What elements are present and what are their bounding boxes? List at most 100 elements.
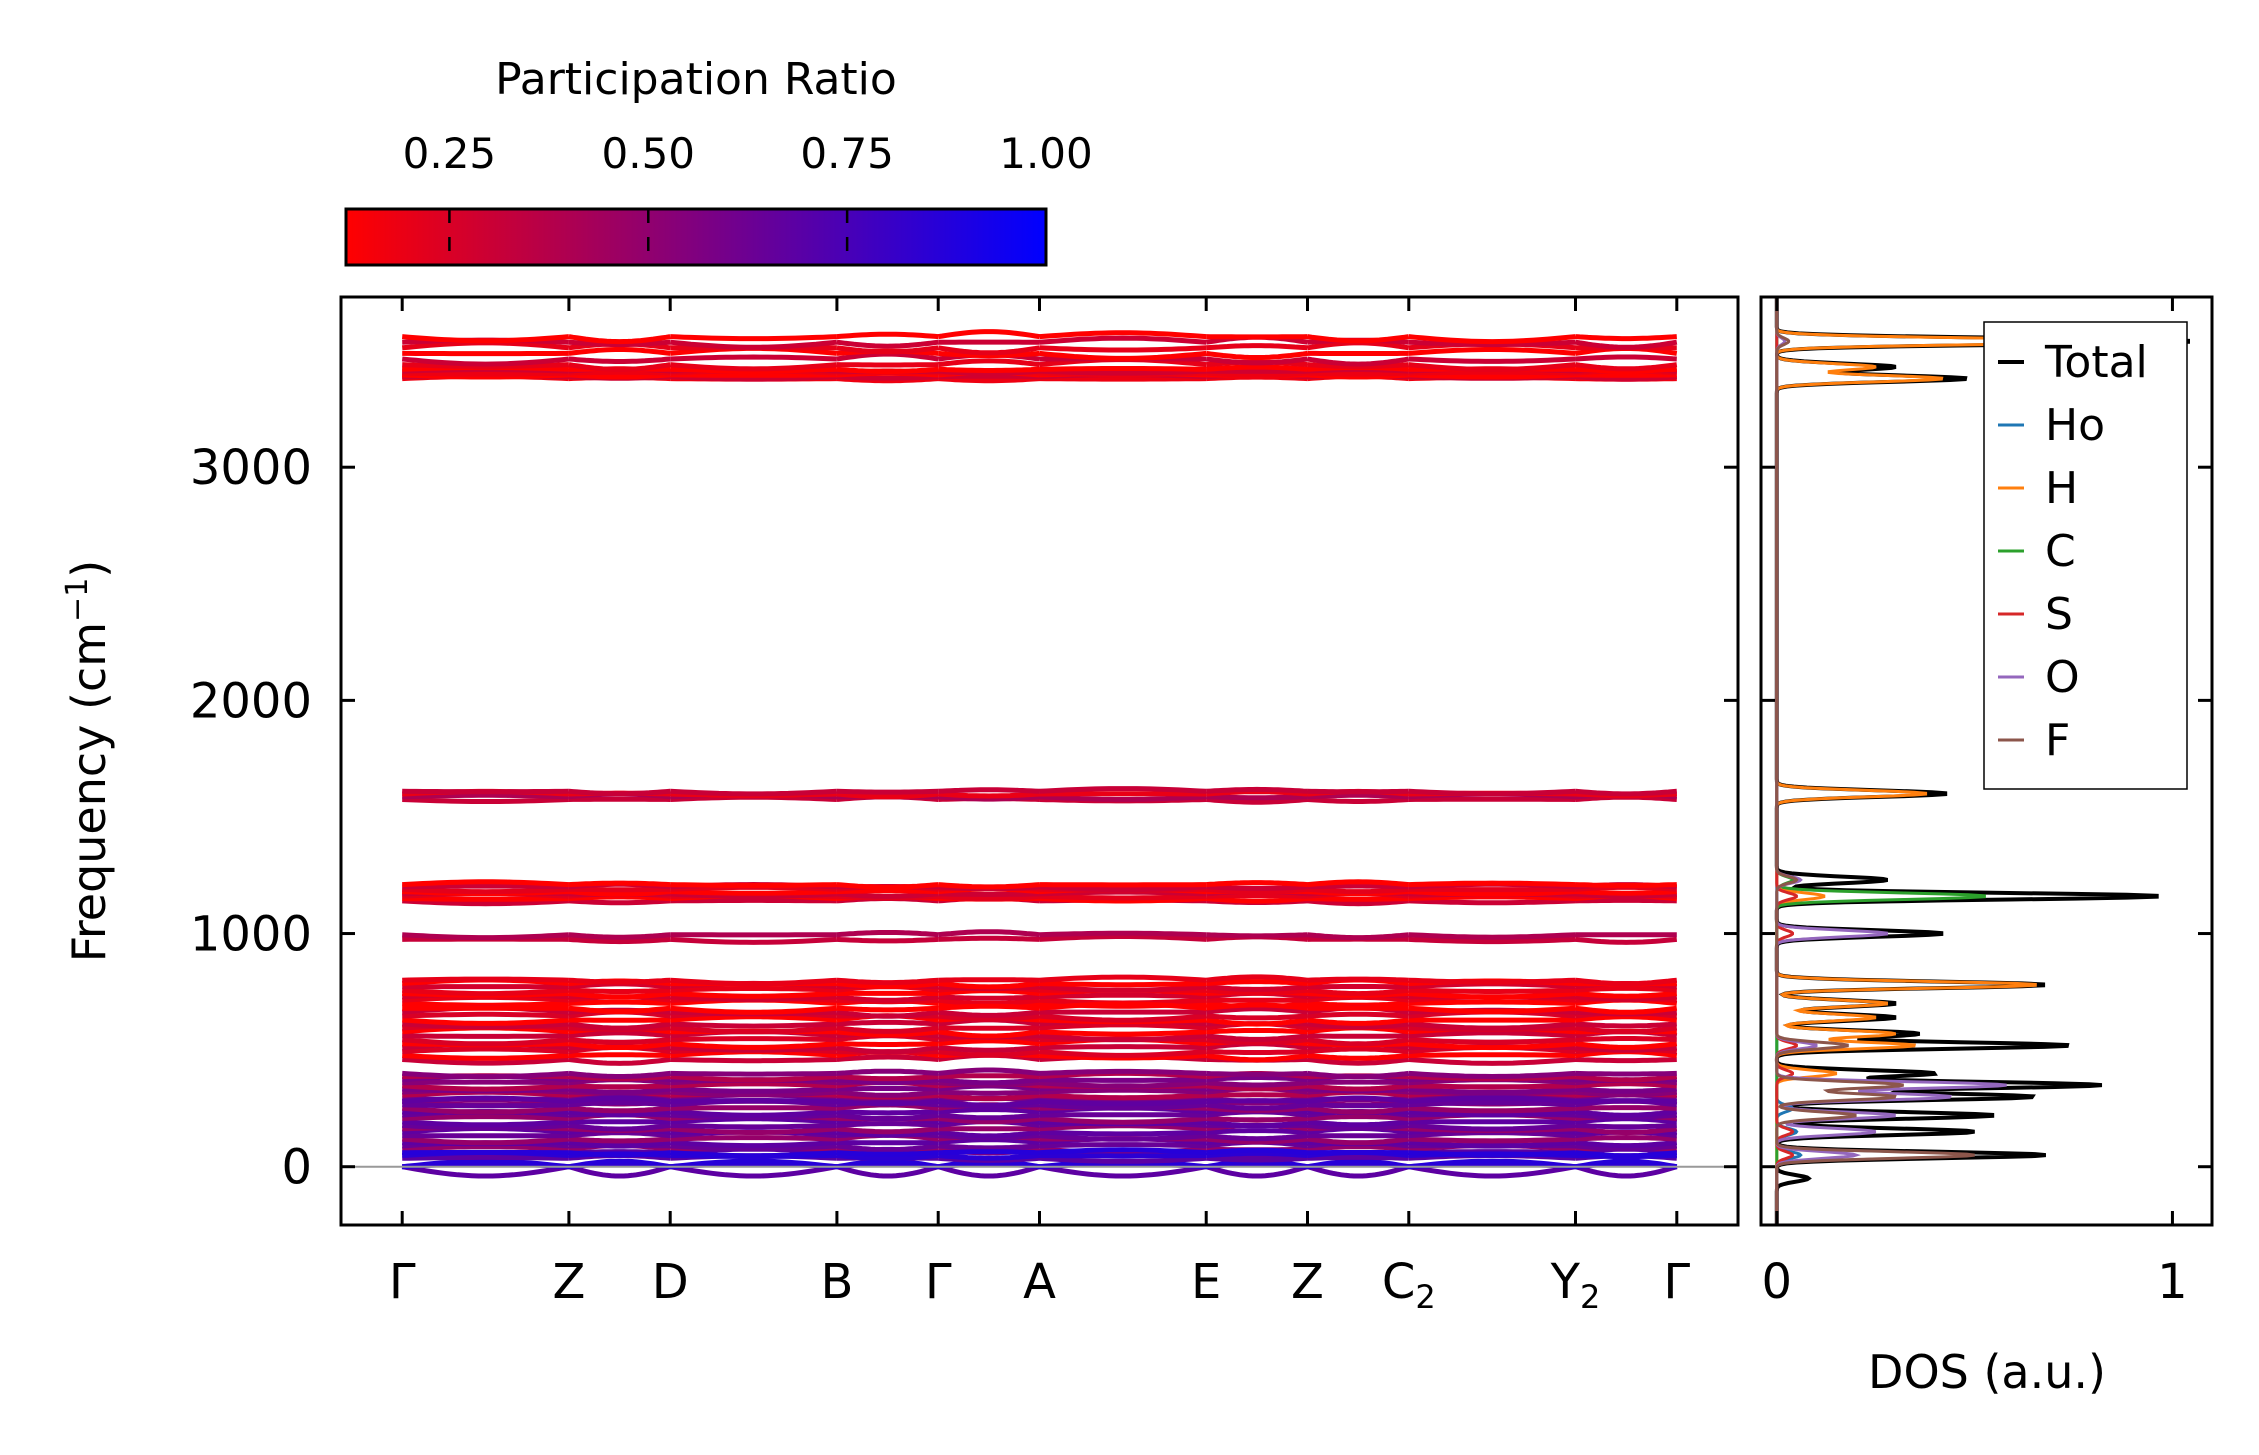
phonon-band bbox=[1408, 932, 1576, 940]
phonon-band bbox=[670, 1109, 838, 1118]
phonon-band bbox=[1408, 1070, 1576, 1080]
phonon-band bbox=[1205, 356, 1308, 366]
phonon-band bbox=[1205, 886, 1308, 895]
phonon-band bbox=[1039, 1098, 1207, 1107]
phonon-band bbox=[1408, 356, 1576, 364]
phonon-band bbox=[1307, 1105, 1410, 1115]
phonon-band bbox=[836, 339, 939, 349]
phonon-band bbox=[1307, 1136, 1410, 1146]
phonon-band bbox=[1039, 930, 1207, 938]
phonon-band bbox=[938, 1073, 1040, 1080]
phonon-band bbox=[1408, 1052, 1576, 1058]
phonon-band bbox=[1206, 364, 1308, 372]
phonon-band bbox=[937, 1116, 1040, 1125]
phonon-band bbox=[1307, 797, 1409, 804]
phonon-band bbox=[1205, 1119, 1308, 1129]
phonon-band bbox=[670, 1057, 837, 1064]
phonon-band bbox=[1306, 1164, 1410, 1179]
phonon-band bbox=[1206, 1098, 1308, 1104]
x-axis-label: DOS (a.u.) bbox=[1868, 1345, 2106, 1399]
phonon-band bbox=[1408, 1086, 1576, 1095]
phonon-band bbox=[1205, 1164, 1309, 1179]
phonon-band bbox=[1575, 1081, 1677, 1089]
phonon-band bbox=[1307, 792, 1409, 800]
phonon-band bbox=[568, 1150, 671, 1158]
phonon-band bbox=[836, 1054, 939, 1062]
phonon-band bbox=[1039, 992, 1207, 1000]
phonon-band bbox=[1408, 1164, 1576, 1179]
phonon-band bbox=[1039, 896, 1207, 904]
phonon-band bbox=[1408, 1109, 1576, 1118]
phonon-band bbox=[836, 1150, 939, 1157]
phonon-band bbox=[669, 362, 838, 372]
phonon-band bbox=[1307, 1070, 1410, 1080]
phonon-band bbox=[402, 1095, 570, 1104]
phonon-band bbox=[402, 792, 569, 800]
phonon-band bbox=[1575, 1005, 1678, 1015]
phonon-band bbox=[568, 1105, 671, 1114]
phonon-band bbox=[1408, 1099, 1576, 1108]
legend-label: H bbox=[2045, 463, 2078, 514]
phonon-band bbox=[937, 345, 1040, 356]
phonon-band bbox=[938, 1149, 1040, 1156]
phonon-band bbox=[402, 976, 569, 983]
y-tick-label: 0 bbox=[281, 1140, 312, 1196]
phonon-band bbox=[836, 1029, 939, 1038]
phonon-band bbox=[1307, 1011, 1409, 1019]
phonon-band bbox=[937, 981, 1040, 990]
phonon-band bbox=[938, 977, 1040, 983]
phonon-band bbox=[1575, 985, 1677, 993]
phonon-band bbox=[938, 350, 1040, 358]
colorbar-gradient bbox=[344, 207, 1048, 267]
colorbar-ticks: 0.25 0.50 0.75 1.00 bbox=[403, 129, 1093, 265]
band-y-ticks: 0 1000 2000 3000 bbox=[190, 440, 1738, 1196]
phonon-band bbox=[568, 1083, 671, 1090]
phonon-band bbox=[1205, 1053, 1308, 1063]
phonon-band bbox=[1408, 999, 1576, 1006]
phonon-band bbox=[1408, 347, 1576, 356]
dos-curve-s bbox=[1775, 297, 1798, 1225]
phonon-band bbox=[1575, 1140, 1678, 1149]
phonon-band bbox=[937, 1098, 1040, 1108]
phonon-band bbox=[836, 1045, 939, 1055]
phonon-band bbox=[1039, 1013, 1207, 1023]
phonon-band bbox=[937, 1067, 1040, 1076]
phonon-band bbox=[670, 1005, 838, 1015]
phonon-band bbox=[1039, 1142, 1207, 1149]
phonon-band bbox=[1206, 932, 1308, 939]
phonon-band bbox=[1039, 1087, 1207, 1095]
phonon-band bbox=[1039, 1001, 1207, 1011]
phonon-band bbox=[1408, 889, 1576, 897]
phonon-band bbox=[402, 932, 570, 941]
phonon-band bbox=[670, 897, 837, 904]
phonon-band bbox=[402, 987, 570, 997]
phonon-band bbox=[836, 1025, 939, 1034]
phonon-band bbox=[1575, 1089, 1678, 1098]
phonon-band bbox=[670, 991, 838, 999]
phonon-band bbox=[1039, 345, 1207, 353]
phonon-band bbox=[1408, 1021, 1576, 1031]
phonon-band bbox=[1307, 1033, 1409, 1039]
phonon-band bbox=[1205, 1002, 1308, 1011]
phonon-band bbox=[836, 1153, 939, 1161]
phonon-band bbox=[1307, 976, 1409, 983]
phonon-band bbox=[937, 1045, 1040, 1053]
phonon-band bbox=[938, 1003, 1040, 1011]
colorbar-tick-label: 1.00 bbox=[999, 129, 1093, 178]
phonon-band bbox=[568, 1086, 671, 1095]
phonon-band bbox=[1307, 1053, 1410, 1061]
phonon-band bbox=[1575, 1143, 1677, 1152]
phonon-band bbox=[1206, 1150, 1308, 1158]
phonon-band bbox=[1408, 1037, 1576, 1045]
phonon-band bbox=[938, 794, 1040, 802]
phonon-band bbox=[670, 1122, 837, 1130]
phonon-band bbox=[1575, 1126, 1678, 1135]
phonon-band bbox=[402, 1033, 569, 1039]
phonon-band bbox=[938, 373, 1040, 380]
phonon-band bbox=[1575, 334, 1677, 342]
phonon-band bbox=[1039, 1147, 1207, 1156]
phonon-band bbox=[1408, 362, 1576, 372]
phonon-band bbox=[568, 889, 671, 897]
